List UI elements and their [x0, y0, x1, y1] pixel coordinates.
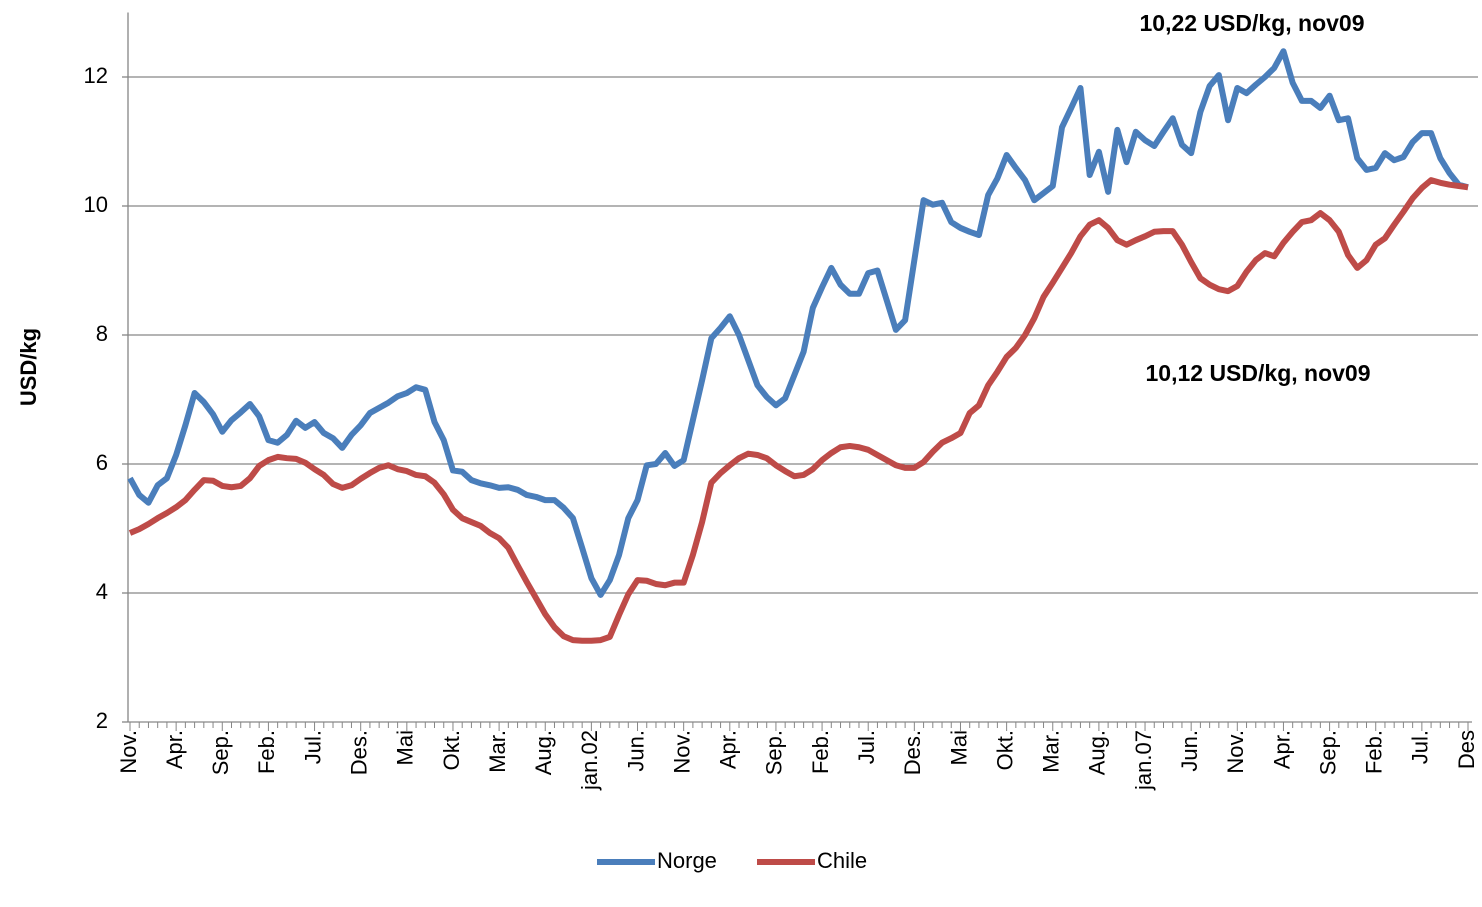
x-tick-label: Jul. — [854, 730, 879, 764]
x-tick-label: Jul. — [300, 730, 325, 764]
x-tick-label: jan.07 — [1131, 730, 1156, 791]
x-tick-label: Okt. — [992, 730, 1017, 770]
x-tick-label: Nov. — [116, 730, 141, 774]
line-series — [128, 177, 1469, 644]
y-tick-label: 12 — [84, 63, 108, 88]
x-tick-label: Feb. — [254, 730, 279, 774]
legend-label: Chile — [817, 848, 867, 873]
x-tick-label: Sep. — [762, 730, 787, 775]
x-tick-label: Feb. — [808, 730, 833, 774]
x-tick-label: Feb. — [1362, 730, 1387, 774]
x-tick-label: Jun. — [623, 730, 648, 772]
x-tick-label: Okt. — [439, 730, 464, 770]
x-tick-label: Sep. — [208, 730, 233, 775]
x-tick-label: Des. — [900, 730, 925, 775]
line-series — [127, 48, 1469, 598]
x-tick-label: Jun. — [1177, 730, 1202, 772]
x-tick-label: Apr. — [716, 730, 741, 769]
x-tick-label: Mai — [393, 730, 418, 765]
x-tick-label: Mai — [946, 730, 971, 765]
x-tick-label: Des. — [347, 730, 372, 775]
y-tick-label: 10 — [84, 192, 108, 217]
y-tick-label: 8 — [96, 321, 108, 346]
x-tick-label: Nov. — [669, 730, 694, 774]
annotation: 10,12 USD/kg, nov09 — [1146, 360, 1371, 386]
x-tick-label: Mar. — [1039, 730, 1064, 773]
x-tick-label: Aug. — [531, 730, 556, 775]
annotation: 10,22 USD/kg, nov09 — [1140, 10, 1365, 36]
x-tick-label: jan.02 — [577, 730, 602, 791]
y-tick-label: 4 — [96, 579, 108, 604]
x-tick-label: Mar. — [485, 730, 510, 773]
x-tick-label: Apr. — [162, 730, 187, 769]
y-axis-label: USD/kg — [16, 328, 41, 406]
x-tick-label: Nov. — [1223, 730, 1248, 774]
y-tick-label: 6 — [96, 450, 108, 475]
x-tick-label: Aug. — [1085, 730, 1110, 775]
legend-label: Norge — [657, 848, 717, 873]
x-tick-label: Sep. — [1315, 730, 1340, 775]
x-tick-label: Jul. — [1408, 730, 1433, 764]
x-tick-label: Des — [1454, 730, 1479, 769]
y-tick-label: 2 — [96, 708, 108, 733]
x-tick-label: Apr. — [1269, 730, 1294, 769]
